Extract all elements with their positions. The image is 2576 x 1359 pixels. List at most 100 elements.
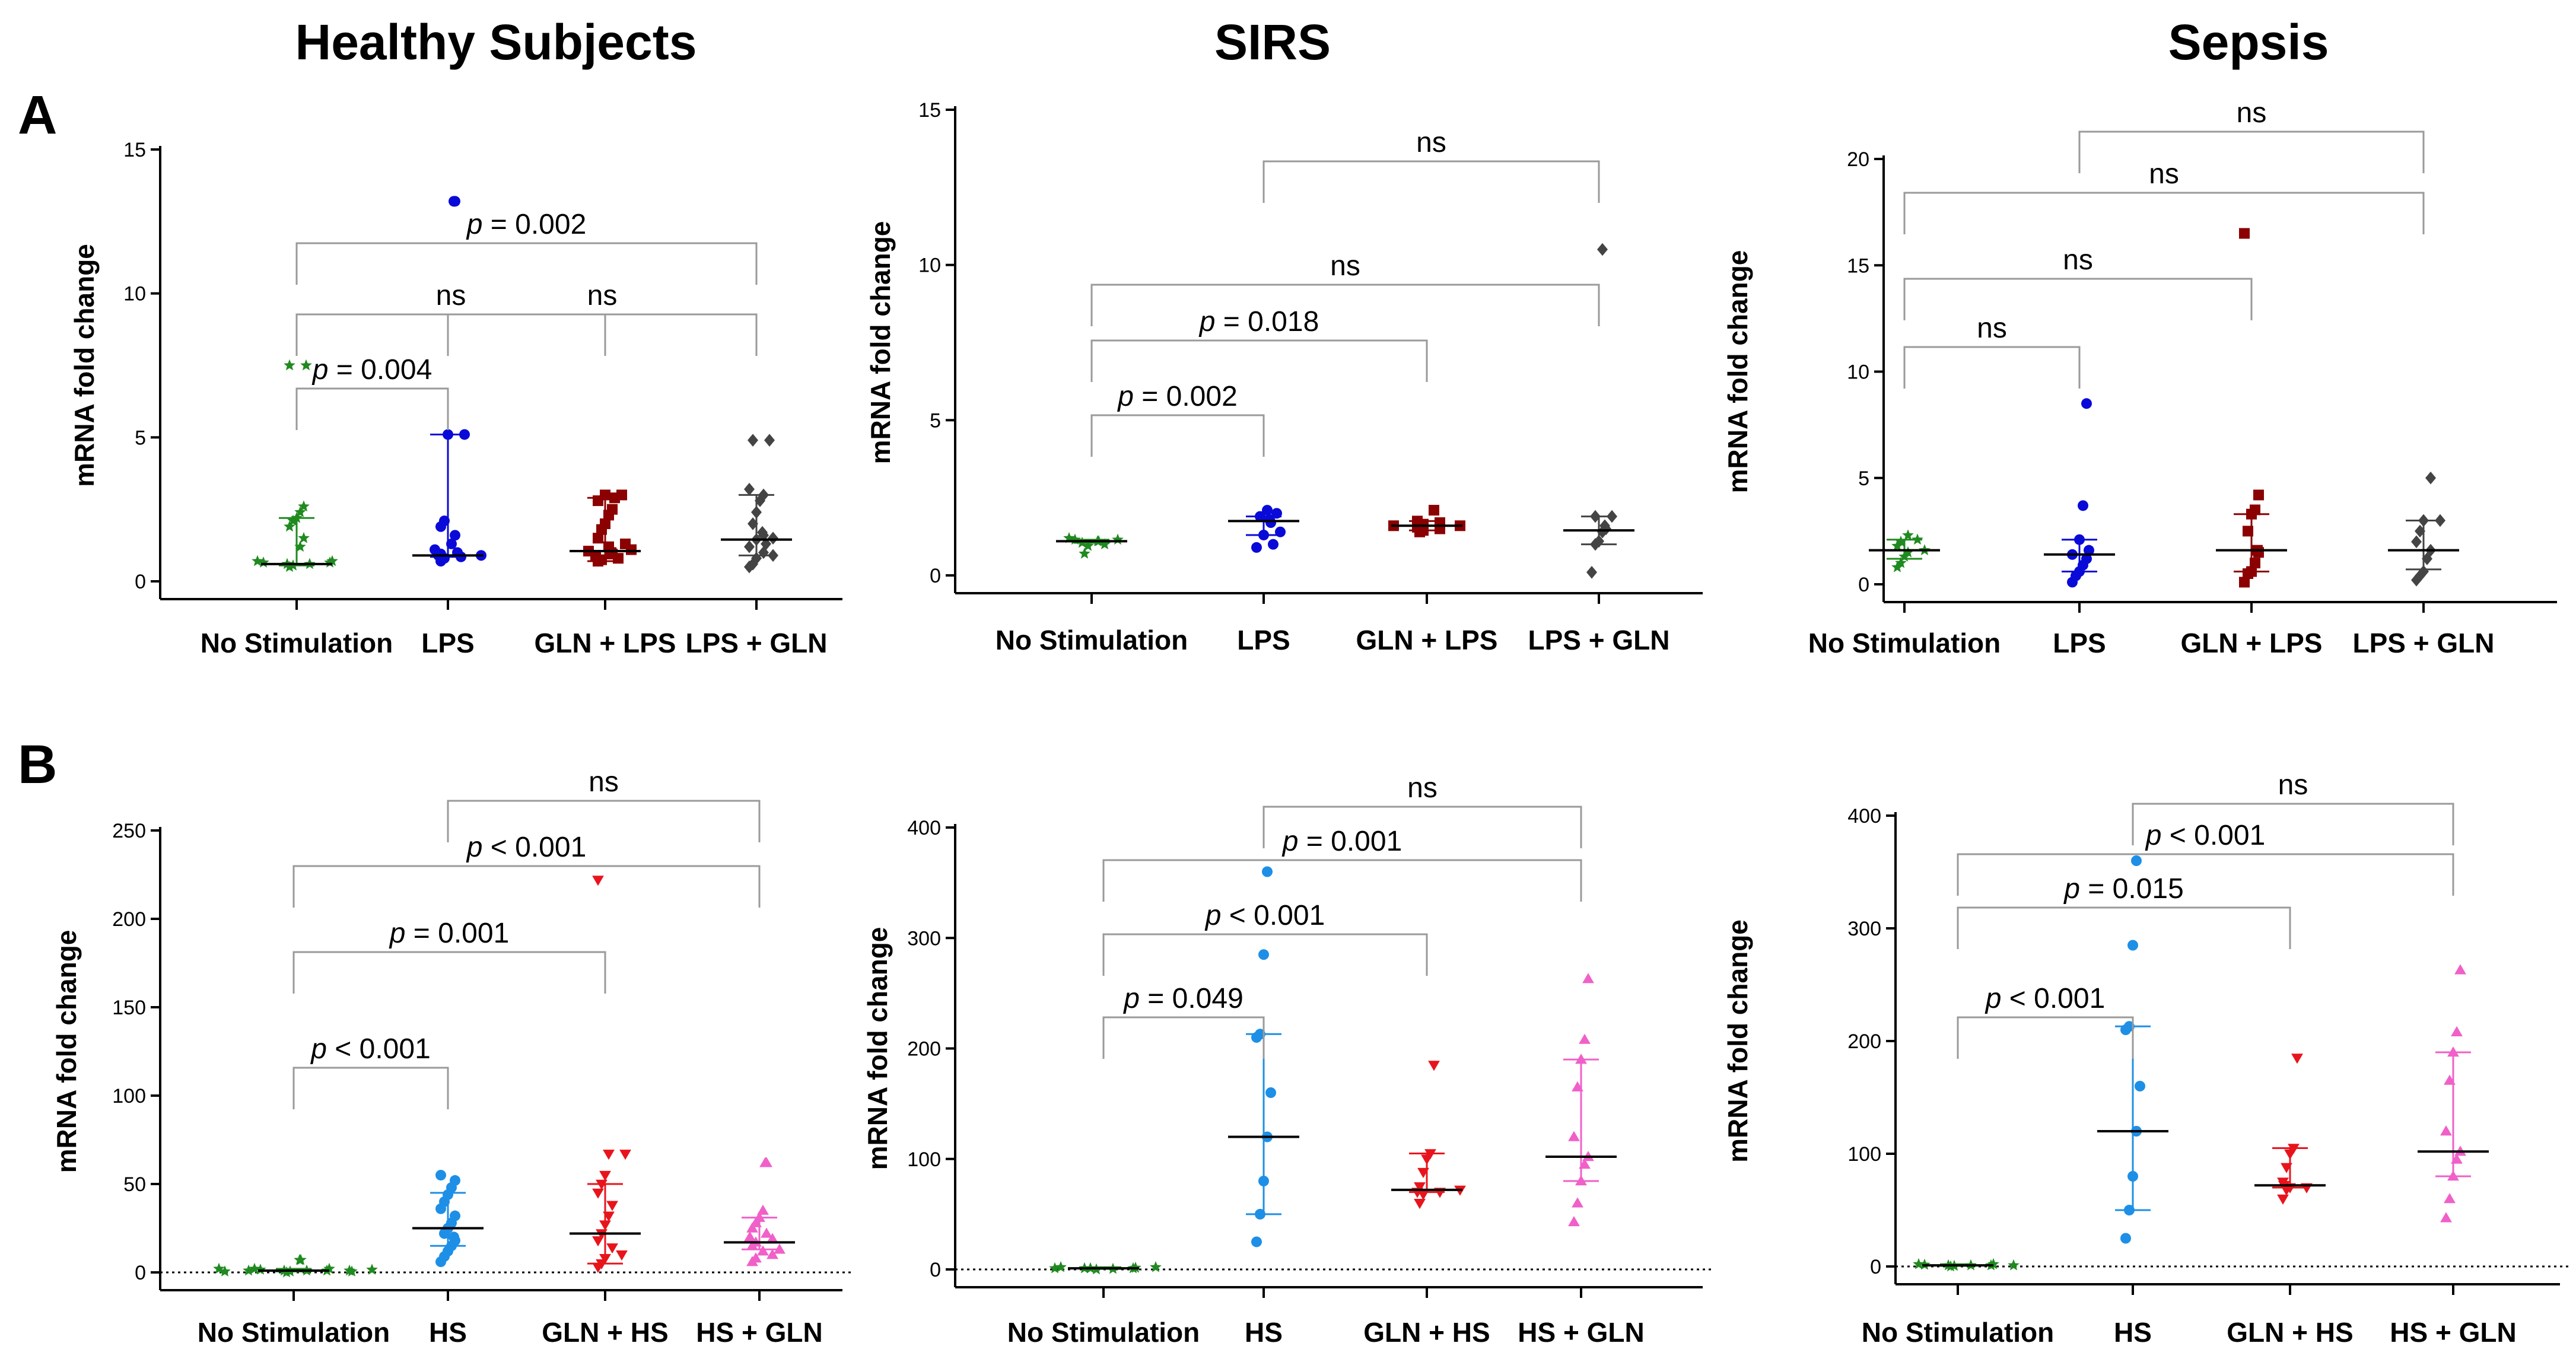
y-tick-label: 400 — [907, 817, 941, 839]
significance-bracket: ns — [1903, 158, 2425, 234]
series-no-stimulation — [213, 1253, 378, 1278]
significance-label: p < 0.001 — [310, 1033, 431, 1065]
y-tick-label: 100 — [1847, 1143, 1881, 1166]
significance-bracket: p = 0.049 — [1102, 983, 1265, 1059]
data-point — [430, 544, 440, 555]
data-point — [298, 531, 310, 543]
chart-a-sepsis: 0 5 10 15 20 mRNA fold change No Stimulation LP… — [1722, 97, 2557, 658]
bracket-line — [295, 313, 606, 356]
x-category-label: HS + GLN — [1518, 1317, 1644, 1348]
p-value: = 0.049 — [1140, 983, 1244, 1014]
y-tick-label: 15 — [1847, 254, 1869, 277]
significance-bracket: p = 0.002 — [1090, 381, 1265, 457]
y-tick-label: 5 — [135, 427, 146, 449]
data-point — [300, 359, 312, 371]
y-tick-label: 10 — [123, 283, 146, 305]
significance-bracket: p < 0.001 — [1957, 983, 2134, 1059]
data-point — [243, 1264, 255, 1276]
significance-bracket: ns — [447, 280, 758, 356]
series-no-stimulation — [1056, 531, 1127, 559]
data-point — [294, 506, 306, 517]
data-point — [592, 1188, 604, 1199]
p-value: = 0.002 — [482, 209, 586, 240]
data-point — [1150, 1261, 1162, 1272]
significance-label: ns — [2149, 158, 2179, 190]
data-point — [2253, 489, 2264, 501]
y-tick-label: 100 — [907, 1148, 941, 1171]
x-category-label: GLN + LPS — [1356, 625, 1498, 655]
x-category-label: LPS + GLN — [1528, 625, 1670, 655]
data-point — [2444, 1074, 2456, 1085]
series-hs-gln — [2418, 964, 2489, 1223]
data-point — [1891, 561, 1903, 572]
bracket-line — [1903, 192, 2425, 234]
significance-label: ns — [1977, 313, 2007, 344]
data-point — [1568, 1131, 1580, 1141]
data-point — [1575, 1054, 1587, 1064]
data-point — [1055, 1261, 1067, 1272]
significance-label: p = 0.004 — [311, 354, 432, 386]
data-point — [2250, 558, 2260, 569]
data-point — [2440, 1212, 2452, 1223]
data-point — [1049, 1262, 1061, 1274]
x-category-label: No Stimulation — [996, 625, 1188, 655]
series-gln-hs — [2254, 1054, 2326, 1205]
p-symbol: p — [2145, 820, 2162, 851]
series-lps-gln — [721, 434, 792, 574]
series-hs-gln — [724, 1157, 795, 1266]
y-tick-label: 0 — [135, 1262, 146, 1284]
data-point — [603, 1211, 615, 1222]
x-category-label: LPS — [421, 628, 474, 658]
data-point — [1895, 556, 1907, 568]
significance-bracket: ns — [2078, 97, 2425, 173]
series-no-stimulation — [1913, 1258, 2020, 1272]
data-point — [2415, 524, 2425, 538]
data-point — [751, 552, 762, 565]
data-point — [284, 520, 295, 532]
significance-bracket: p = 0.018 — [1090, 306, 1428, 382]
data-point — [748, 434, 758, 447]
series-gln-hs — [570, 876, 641, 1273]
significance-bracket: p < 0.001 — [292, 1033, 449, 1109]
p-value: < 0.001 — [482, 832, 586, 863]
data-point — [2425, 471, 2436, 485]
data-point — [1429, 505, 1439, 516]
y-tick-label: 0 — [1858, 574, 1869, 596]
significance-label: p < 0.001 — [2145, 820, 2266, 851]
y-tick-label: 200 — [112, 908, 146, 931]
data-point — [1599, 519, 1610, 533]
data-point — [284, 359, 295, 371]
data-point — [606, 1201, 618, 1211]
significance-bracket: p = 0.004 — [295, 354, 449, 430]
y-tick-label: 250 — [112, 820, 146, 842]
p-value: = 0.018 — [1215, 306, 1319, 338]
p-value: ns — [589, 766, 619, 798]
data-point — [753, 1211, 765, 1222]
data-point — [620, 538, 631, 549]
significance-bracket: ns — [1262, 127, 1600, 203]
bracket-line — [1262, 160, 1600, 203]
x-category-label: HS + GLN — [2390, 1317, 2516, 1348]
data-point — [294, 540, 306, 552]
data-point — [1258, 949, 1269, 960]
p-value: ns — [2149, 158, 2179, 190]
data-point — [607, 504, 618, 515]
data-point — [2291, 1054, 2303, 1064]
x-category-label: HS — [2114, 1317, 2152, 1348]
data-point — [2120, 1233, 2131, 1244]
y-tick-label: 5 — [1858, 467, 1869, 490]
data-point — [1255, 511, 1265, 522]
p-symbol: p — [389, 918, 406, 949]
data-point — [2250, 504, 2260, 515]
y-axis-label: mRNA fold change — [1722, 919, 1753, 1163]
data-point — [1902, 546, 1914, 558]
data-point — [450, 1175, 460, 1186]
significance-bracket: p = 0.001 — [1102, 826, 1582, 902]
y-tick-label: 200 — [1847, 1030, 1881, 1053]
data-point — [1412, 515, 1423, 527]
data-point — [298, 500, 310, 512]
data-point — [774, 1243, 785, 1254]
data-point — [2435, 514, 2445, 527]
data-point — [2243, 526, 2253, 537]
significance-label: ns — [587, 280, 618, 311]
